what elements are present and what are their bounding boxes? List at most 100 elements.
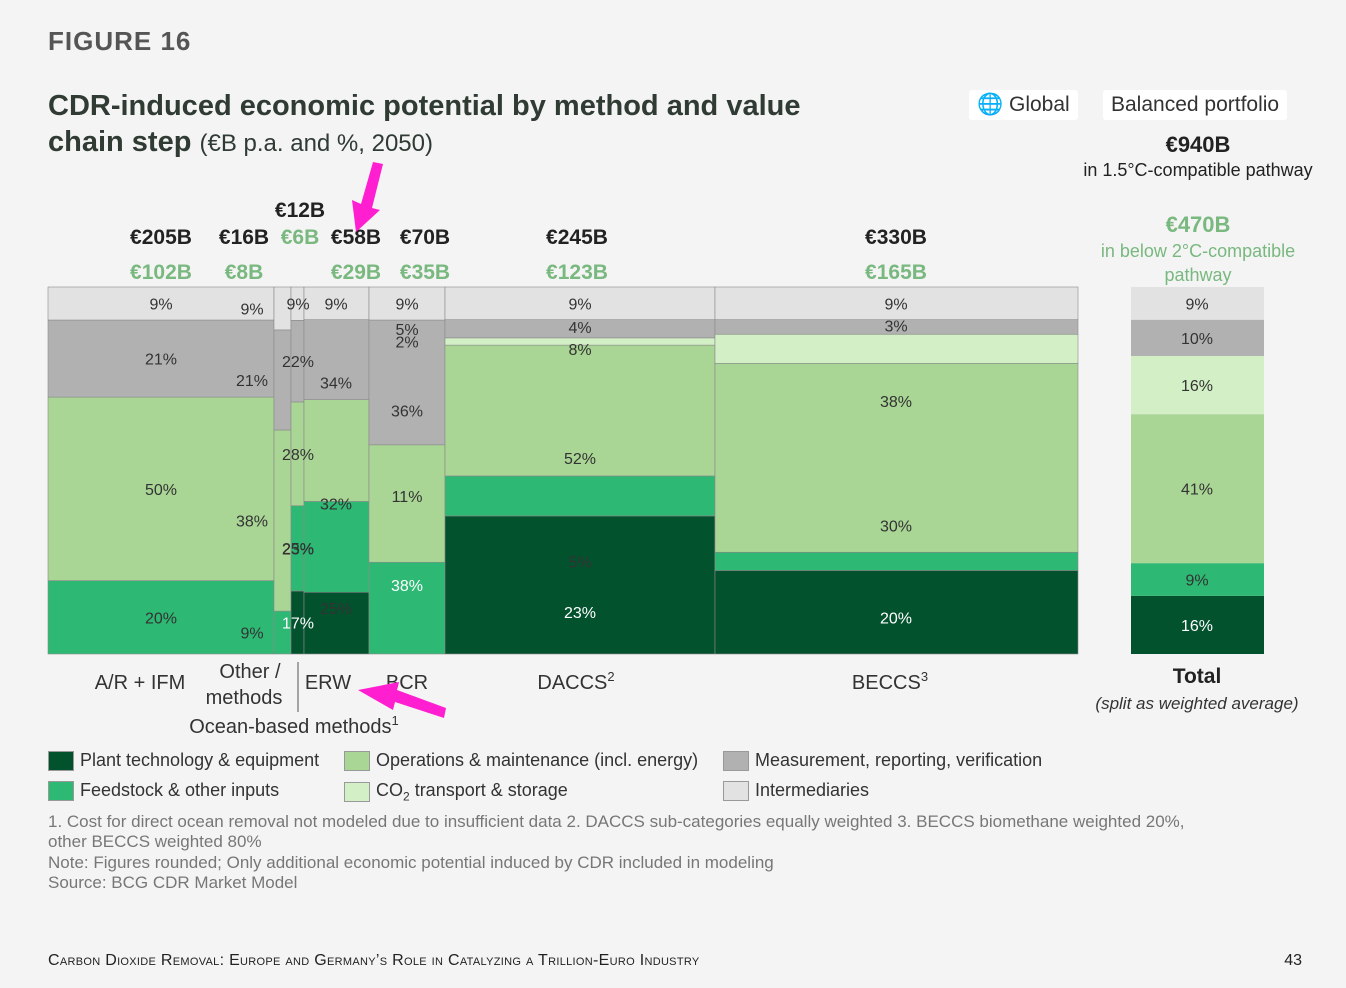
legend-swatch: [344, 781, 370, 802]
column-value-high: €205B: [130, 226, 192, 249]
total-segment-2: [1131, 414, 1264, 564]
region-filter[interactable]: 🌐 Global: [969, 90, 1078, 120]
method-5-segment-2: [444, 344, 716, 477]
method-5-segment-0: [444, 515, 716, 655]
annotation-arrow-bottom: [358, 682, 446, 718]
column-value-low: €165B: [865, 261, 927, 284]
total-segment-label: 10%: [1181, 331, 1213, 348]
legend-label: Feedstock & other inputs: [80, 780, 280, 800]
chart-segment-labels: 20% 50% 21% 9% 9% 38% 21% 9% 17% 23% 28% 22% 9% 25% 32…: [145, 296, 1213, 642]
x-label-total-note: (split as weighted average): [1095, 694, 1298, 713]
portfolio-filter-label: Balanced portfolio: [1111, 93, 1280, 116]
total-segment-label: 16%: [1181, 378, 1213, 395]
segment-label: 36%: [391, 404, 423, 421]
x-label-erw: ERW: [305, 672, 351, 694]
title-sub: (€B p.a. and %, 2050): [199, 130, 433, 157]
total-segment-label: 41%: [1181, 482, 1213, 499]
x-label-daccs: DACCS2: [537, 669, 614, 694]
segment-label: 9%: [395, 296, 418, 313]
legend-swatch: [48, 780, 74, 801]
segment-label: 32%: [320, 497, 352, 514]
method-4-segment-5: [368, 286, 446, 321]
segment-label: 9%: [884, 297, 907, 314]
column-value-low: €8B: [225, 261, 264, 284]
segment-label: 9%: [286, 297, 309, 314]
segment-label: 38%: [236, 514, 268, 531]
total-low-caption: in below 2°C-compatible pathway: [1100, 241, 1296, 285]
title-main: CDR-induced economic potential by method…: [48, 90, 801, 158]
segment-label: 20%: [145, 610, 177, 627]
legend-item: Feedstock & other inputs: [48, 780, 279, 801]
segment-label: 25%: [320, 601, 352, 618]
marimekko-chart: 20% 50% 21% 9% 9% 38% 21% 9% 17% 23% 28% 22% 9% 25% 32…: [47, 162, 1299, 738]
legend-swatch: [723, 750, 749, 771]
legend-item: Operations & maintenance (incl. energy): [344, 750, 698, 771]
column-value-high: €12B: [275, 199, 325, 222]
segment-label: 52%: [564, 451, 596, 468]
segment-label: 28%: [282, 447, 314, 464]
method-0-segment-4: [47, 319, 275, 398]
segment-label: 25%: [282, 541, 314, 558]
total-high-value: €940B: [1165, 132, 1231, 157]
method-3-segment-0: [303, 591, 370, 655]
method-6-segment-1: [714, 551, 1079, 571]
method-4-segment-4: [368, 319, 446, 446]
footnote-line-1: 1. Cost for direct ocean removal not mod…: [48, 812, 1185, 831]
segment-label: 22%: [282, 354, 314, 371]
legend-swatch: [344, 750, 370, 771]
column-value-low: €29B: [331, 261, 381, 284]
legend-label: Plant technology & equipment: [80, 750, 320, 770]
annotation-arrow-top: [352, 162, 383, 232]
total-high-caption: in 1.5°C-compatible pathway: [1083, 160, 1313, 180]
method-6-segment-3: [714, 333, 1079, 364]
region-filter-label: Global: [1009, 93, 1070, 116]
x-label-other-methods: methods: [206, 687, 283, 709]
method-6-segment-5: [714, 286, 1079, 321]
total-segment-label: 9%: [1185, 296, 1208, 313]
page-number: 43: [1284, 952, 1302, 969]
legend-label: Measurement, reporting, verification: [755, 750, 1043, 770]
segment-label: 4%: [568, 320, 591, 337]
portfolio-filter[interactable]: Balanced portfolio: [1103, 90, 1288, 120]
total-segment-4: [1131, 319, 1264, 357]
segment-label: 21%: [145, 352, 177, 369]
segment-label: 2%: [395, 335, 418, 352]
segment-label: 8%: [568, 342, 591, 359]
segment-label: 23%: [282, 541, 314, 558]
segment-label: 21%: [236, 373, 268, 390]
footnote-source: Source: BCG CDR Market Model: [48, 873, 298, 892]
legend-swatch: [48, 750, 74, 771]
total-segment-3: [1131, 356, 1264, 415]
segment-label: 38%: [391, 578, 423, 595]
legend-item: Measurement, reporting, verification: [723, 750, 1042, 771]
segment-label: 23%: [564, 605, 596, 622]
method-0-segment-2: [47, 396, 275, 581]
legend-label: CO2 transport & storage: [376, 780, 568, 804]
annotation-arrows: [352, 162, 446, 718]
segment-label: 20%: [880, 610, 912, 627]
x-label-other: Other /: [219, 661, 281, 683]
segment-label: 5%: [395, 322, 418, 339]
segment-label: 34%: [320, 375, 352, 392]
x-label-ar-ifm: A/R + IFM: [95, 672, 186, 694]
method-4-segment-1: [368, 561, 446, 655]
legend-item: Intermediaries: [723, 780, 869, 801]
chart-segments: [47, 286, 1264, 655]
column-value-high: €58B: [331, 226, 381, 249]
segment-label: 3%: [884, 319, 907, 336]
total-segment-label: 16%: [1181, 618, 1213, 635]
chart-title: CDR-induced economic potential by method…: [48, 88, 868, 162]
segment-label: 17%: [282, 615, 314, 632]
legend-swatch: [723, 780, 749, 801]
column-value-low: €6B: [281, 226, 320, 249]
total-segment-0: [1131, 595, 1264, 654]
x-label-ocean-based: Ocean-based methods1: [189, 713, 399, 738]
column-value-high: €245B: [546, 226, 608, 249]
footnote-note: Note: Figures rounded; Only additional e…: [48, 853, 774, 872]
segment-label: 38%: [880, 394, 912, 411]
total-segment-5: [1131, 287, 1264, 320]
method-6-segment-0: [714, 570, 1079, 655]
method-3-segment-5: [303, 286, 370, 321]
total-segment-1: [1131, 563, 1264, 596]
x-label-total: Total: [1173, 665, 1222, 688]
